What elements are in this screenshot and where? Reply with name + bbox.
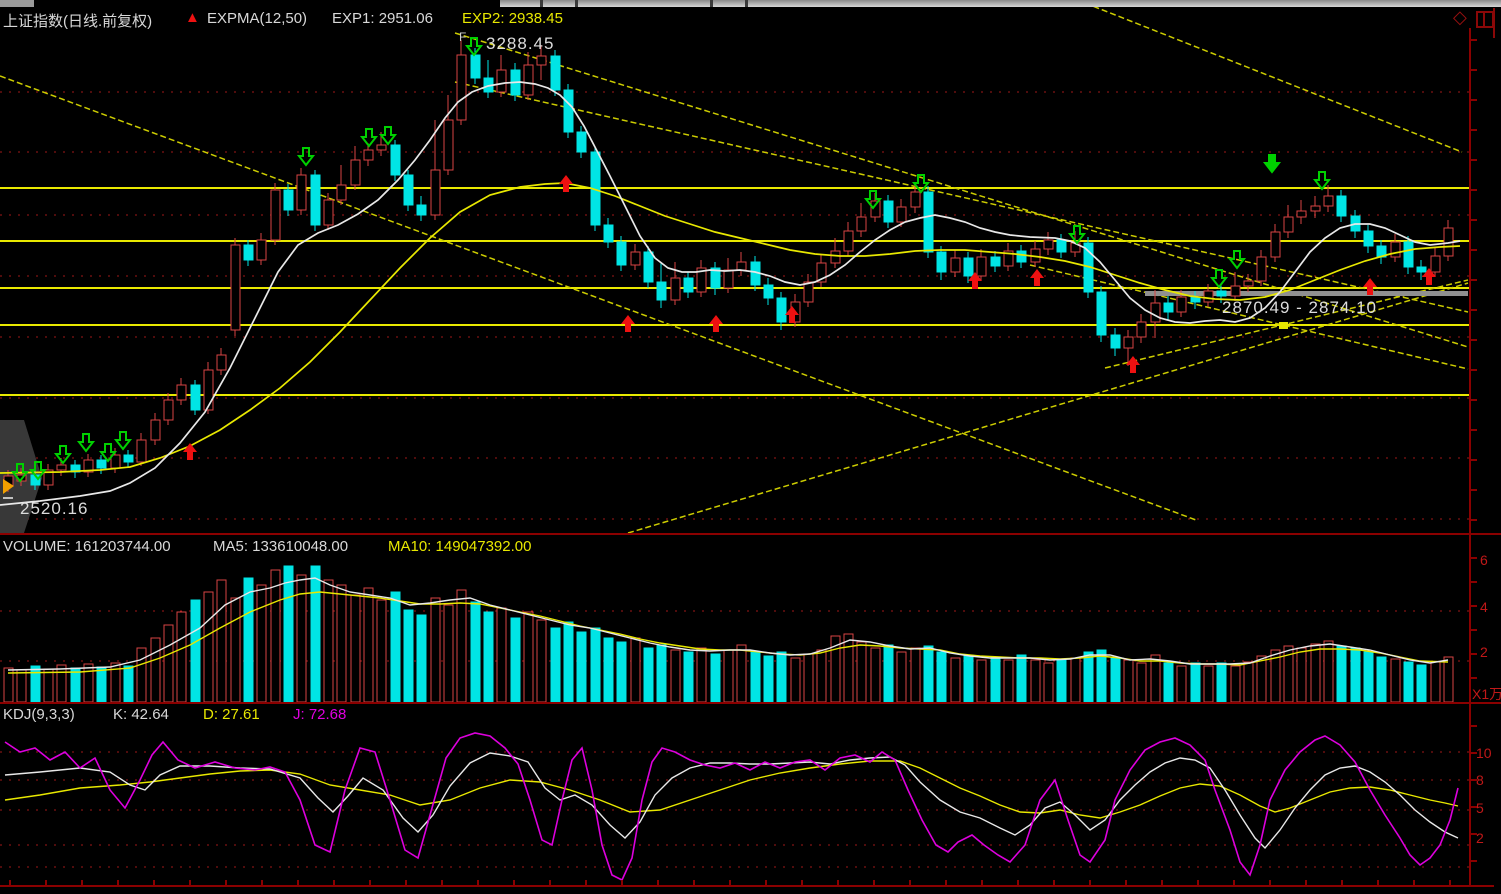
svg-text:5: 5 [1476, 800, 1484, 816]
toolbar-edge-strip [500, 0, 1501, 7]
peak-price-label: 3288.45 [486, 34, 555, 53]
up-arrow-icon: ▲ [185, 9, 200, 26]
volume-ma10-value: MA10: 149047392.00 [388, 538, 532, 555]
indicator-label: EXPMA(12,50) [207, 10, 308, 27]
low-price-label: 2520.16 [20, 499, 89, 518]
volume-value: VOLUME: 161203744.00 [3, 538, 171, 555]
exp2-value: EXP2: 2938.45 [462, 10, 563, 27]
frame-divider [1493, 8, 1495, 38]
toolbar-notch [575, 0, 578, 7]
window-top-strip [0, 0, 1501, 7]
kdj-d-value: D: 27.61 [203, 706, 260, 723]
kdj-j-value: J: 72.68 [293, 706, 347, 723]
toolbar-notch [745, 0, 748, 7]
svg-text:4: 4 [1480, 599, 1488, 615]
restore-window-icon[interactable] [1476, 11, 1494, 28]
flag-marker: F [459, 30, 467, 44]
volume-ma5-value: MA5: 133610048.00 [213, 538, 349, 555]
top-strip-left-segment [0, 0, 34, 7]
gap-range-label: 2870.49 - 2874.10 [1222, 298, 1378, 317]
kdj-k-value: K: 42.64 [113, 706, 169, 723]
page-title: 上证指数(日线.前复权) [3, 13, 153, 30]
toolbar-notch [540, 0, 543, 7]
exp1-value: EXP1: 2951.06 [332, 10, 433, 27]
svg-text:6: 6 [1480, 552, 1488, 568]
toolbar-notch [710, 0, 713, 7]
svg-text:X1万: X1万 [1472, 686, 1501, 702]
svg-text:10: 10 [1476, 745, 1492, 761]
restore-window-icon-divider [1483, 13, 1485, 26]
svg-text:2: 2 [1480, 644, 1488, 660]
diamond-icon[interactable]: ◇ [1453, 7, 1467, 27]
kdj-indicator-label: KDJ(9,3,3) [3, 706, 75, 723]
svg-text:8: 8 [1476, 772, 1484, 788]
svg-text:2: 2 [1476, 830, 1484, 846]
